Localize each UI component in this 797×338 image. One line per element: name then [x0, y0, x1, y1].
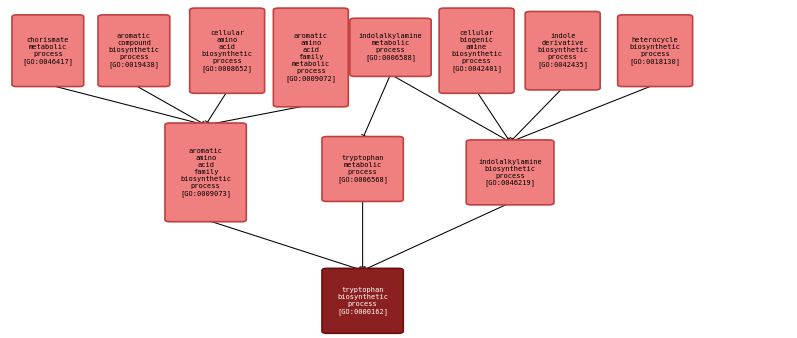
Text: heterocycle
biosynthetic
process
[GO:0018130]: heterocycle biosynthetic process [GO:001…: [630, 37, 681, 65]
FancyBboxPatch shape: [190, 8, 265, 93]
Text: aromatic
compound
biosynthetic
process
[GO:0019438]: aromatic compound biosynthetic process […: [108, 33, 159, 68]
Text: cellular
amino
acid
biosynthetic
process
[GO:0008652]: cellular amino acid biosynthetic process…: [202, 30, 253, 72]
Text: indolalkylamine
metabolic
process
[GO:0006588]: indolalkylamine metabolic process [GO:00…: [359, 33, 422, 61]
FancyBboxPatch shape: [98, 15, 170, 87]
FancyBboxPatch shape: [322, 268, 403, 333]
Text: chorismate
metabolic
process
[GO:0046417]: chorismate metabolic process [GO:0046417…: [22, 37, 73, 65]
FancyBboxPatch shape: [466, 140, 554, 205]
Text: indolalkylamine
biosynthetic
process
[GO:0046219]: indolalkylamine biosynthetic process [GO…: [478, 159, 542, 186]
Text: aromatic
amino
acid
family
biosynthetic
process
[GO:0009073]: aromatic amino acid family biosynthetic …: [180, 148, 231, 197]
FancyBboxPatch shape: [12, 15, 84, 87]
FancyBboxPatch shape: [273, 8, 348, 107]
FancyBboxPatch shape: [525, 11, 600, 90]
Text: tryptophan
metabolic
process
[GO:0006568]: tryptophan metabolic process [GO:0006568…: [337, 155, 388, 183]
Text: cellular
biogenic
amine
biosynthetic
process
[GO:0042401]: cellular biogenic amine biosynthetic pro…: [451, 30, 502, 72]
FancyBboxPatch shape: [165, 123, 246, 222]
FancyBboxPatch shape: [350, 18, 431, 76]
FancyBboxPatch shape: [322, 137, 403, 201]
FancyBboxPatch shape: [618, 15, 693, 87]
Text: tryptophan
biosynthetic
process
[GO:0000162]: tryptophan biosynthetic process [GO:0000…: [337, 287, 388, 315]
Text: aromatic
amino
acid
family
metabolic
process
[GO:0009072]: aromatic amino acid family metabolic pro…: [285, 33, 336, 82]
Text: indole
derivative
biosynthetic
process
[GO:0042435]: indole derivative biosynthetic process […: [537, 33, 588, 68]
FancyBboxPatch shape: [439, 8, 514, 93]
